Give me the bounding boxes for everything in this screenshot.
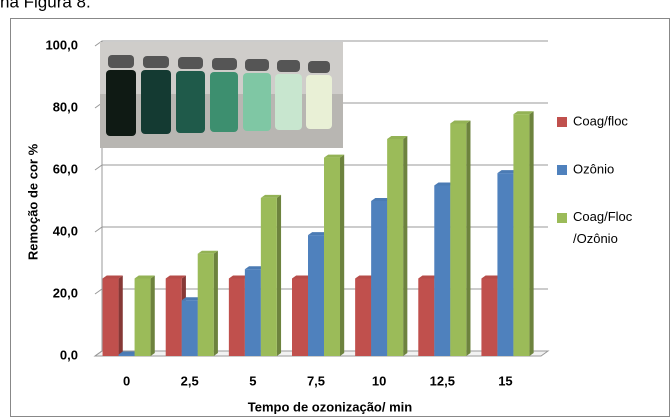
bar-front — [103, 279, 119, 357]
x-tick-label: 10 — [372, 373, 386, 388]
bar-side — [151, 276, 155, 357]
x-tick-label: 2,5 — [181, 373, 199, 388]
bar — [513, 111, 533, 356]
bar-side — [277, 195, 281, 356]
photo — [100, 42, 343, 148]
y-tick-label: 0,0 — [60, 347, 78, 362]
legend-swatch — [557, 165, 567, 175]
x-axis-title: Tempo de ozonização/ min — [248, 399, 413, 414]
x-tick-label: 12,5 — [430, 373, 455, 388]
bar — [324, 155, 344, 356]
bar-side — [214, 251, 218, 356]
x-tick-label: 5 — [249, 373, 256, 388]
legend-label: Ozônio — [573, 161, 614, 176]
legend-swatch — [557, 117, 567, 127]
bar — [198, 251, 218, 356]
bar-front — [324, 158, 340, 356]
chart: na Figura 8. 0,0 20,0 40,0 60,0 80,0 100,0 0 2,… — [0, 0, 671, 418]
bar-front — [261, 198, 277, 356]
bar-front — [308, 235, 324, 356]
bar-front — [434, 186, 450, 357]
y-axis-title: Remoção de cor % — [25, 143, 40, 260]
bar-front — [355, 279, 371, 357]
bar-front — [135, 279, 151, 357]
x-tick-label: 7,5 — [307, 373, 325, 388]
legend-swatch — [557, 213, 567, 223]
bar-front — [387, 139, 403, 356]
bar-front — [450, 124, 466, 357]
legend-label: Coag/floc — [573, 113, 628, 128]
y-tick-label: 60,0 — [53, 161, 78, 176]
bar-front — [497, 173, 513, 356]
caption-fragment: na Figura 8. — [0, 0, 91, 11]
y-tick-label: 100,0 — [45, 37, 78, 52]
bar-front — [166, 279, 182, 357]
bar-side — [529, 111, 533, 356]
bar-side — [119, 276, 123, 357]
bar — [450, 121, 470, 357]
bar — [261, 195, 281, 356]
bar-front — [418, 279, 434, 357]
bar-front — [481, 279, 497, 357]
bar-side — [466, 121, 470, 357]
bar-front — [198, 254, 214, 356]
y-tick-label: 20,0 — [53, 285, 78, 300]
bar — [103, 276, 123, 357]
y-tick-label: 40,0 — [53, 223, 78, 238]
bar-front — [245, 269, 261, 356]
bar — [387, 136, 407, 356]
bar-front — [513, 114, 529, 356]
bar-side — [403, 136, 407, 356]
x-tick-label: 15 — [498, 373, 512, 388]
bar-front — [292, 279, 308, 357]
bar-front — [119, 354, 135, 356]
x-tick-label: 0 — [123, 373, 130, 388]
bar-front — [371, 201, 387, 356]
bar-side — [340, 155, 344, 356]
bar-front — [182, 300, 198, 356]
bar-front — [229, 279, 245, 357]
bar — [135, 276, 155, 357]
y-tick-label: 80,0 — [53, 99, 78, 114]
